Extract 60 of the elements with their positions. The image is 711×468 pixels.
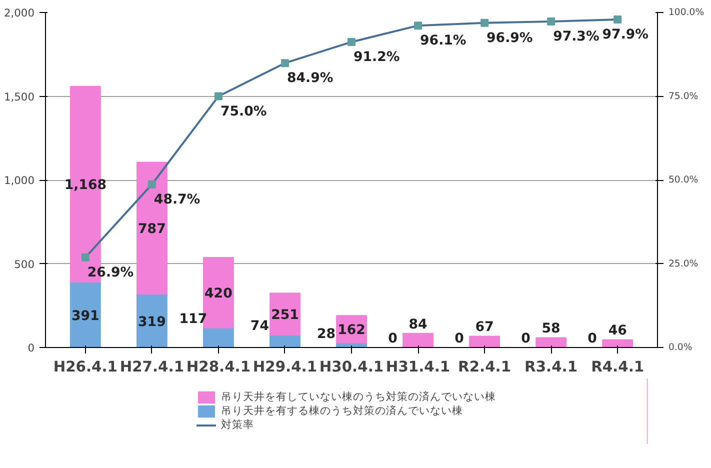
x-tick-label: H27.4.1 [120,358,184,376]
point [480,18,489,27]
data-label: 0 [388,331,398,346]
x-tick-label: H29.4.1 [252,358,318,376]
y-tick-label: 1,000 [4,174,35,187]
data-label: 0 [588,331,597,346]
data-label: 0 [521,331,530,346]
data-label: 96.9% [486,30,533,46]
y2-tick-label: 100.0% [668,7,704,18]
y-tick-label: 0 [28,342,35,354]
x-tick-label: H31.4.1 [386,358,450,376]
bar [402,332,434,348]
x-tick-label: R2.4.1 [458,358,512,376]
point [614,16,622,24]
data-label: 420 [204,286,232,302]
data-label: 97.9% [602,28,649,43]
bar [202,327,234,348]
x-tick-label: H28.4.1 [186,358,251,376]
y2-tick-label: 25.0% [668,258,698,270]
bar [70,282,101,348]
x-tick-label: H26.4.1 [53,358,118,376]
y2-tick-label: 0.0% [668,342,692,353]
data-label: 97.3% [553,30,600,45]
data-label: 58 [542,322,560,337]
point [414,22,422,30]
data-label: 67 [475,320,494,336]
data-label: 96.1% [420,34,466,49]
y-tick-label: 500 [14,258,35,271]
data-label: 91.2% [354,50,400,65]
y-tick-label: 1,500 [4,90,35,104]
legend-label: 対策率 [221,418,254,432]
data-label: 84 [408,317,428,332]
data-label: 0 [454,331,464,346]
point [214,92,222,100]
x-tick-label: H30.4.1 [319,358,384,376]
data-label: 84.9% [286,71,334,86]
data-label: 391 [72,308,100,324]
data-label: 787 [138,222,166,238]
y-tick-label: 2,000 [4,6,35,20]
point [280,59,289,68]
legend-label: 吊り天井を有していない棟のうち対策の済んでいない棟 [221,390,496,404]
x-tick-label: R4.4.1 [591,358,644,376]
y2-tick-label: 50.0% [668,174,698,186]
x-tick-label: R3.4.1 [524,358,578,376]
data-label: 251 [271,308,299,324]
data-label: 74 [250,319,269,334]
bar [536,337,567,348]
data-label: 75.0% [220,104,267,120]
point [348,38,356,46]
data-label: 319 [138,314,166,330]
point [148,180,156,188]
legend-label: 吊り天井を有する棟のうち対策の済んでいない棟 [221,404,463,418]
bar [602,339,634,348]
data-label: 46 [608,324,627,339]
point [547,18,556,26]
bar [469,336,500,348]
point [81,253,90,262]
data-label: 162 [338,323,366,338]
data-label: 28 [316,326,336,342]
y2-tick-label: 75.0% [668,90,698,102]
